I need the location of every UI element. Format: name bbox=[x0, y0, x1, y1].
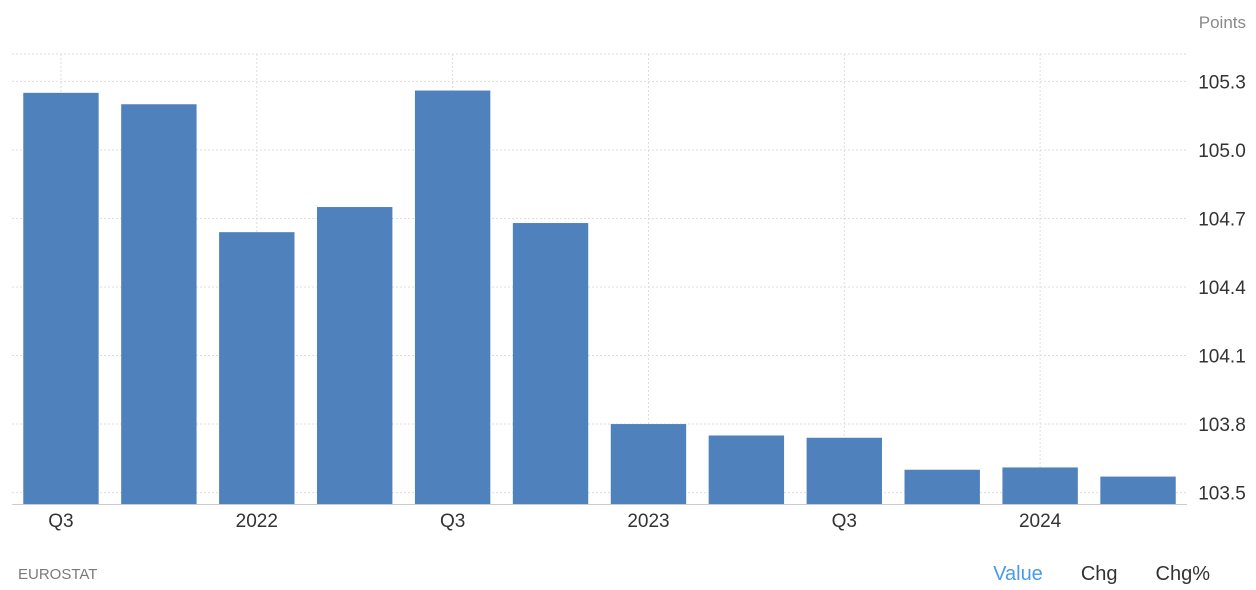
y-tick-label: 103.5 bbox=[1198, 484, 1246, 505]
bar bbox=[317, 207, 393, 504]
tab-chg-percent[interactable]: Chg% bbox=[1155, 563, 1210, 585]
y-tick-label: 105.0 bbox=[1198, 141, 1246, 162]
tab-chg[interactable]: Chg bbox=[1080, 563, 1118, 585]
bar bbox=[1100, 476, 1176, 504]
bar bbox=[1002, 467, 1078, 504]
bar bbox=[806, 437, 882, 504]
bar bbox=[512, 223, 589, 505]
x-tick-label: Q3 bbox=[832, 511, 857, 532]
bar bbox=[23, 92, 99, 504]
bar bbox=[610, 424, 687, 504]
bar bbox=[708, 435, 785, 504]
x-tick-label: 2023 bbox=[627, 511, 669, 532]
y-tick-label: 104.7 bbox=[1198, 209, 1246, 230]
y-axis-unit-label: Points bbox=[1198, 13, 1246, 32]
bar-chart: 103.5 103.8 104.1 104.4 104.7 105.0 105.3 Q3 202… bbox=[12, 53, 1246, 532]
x-tick-label: 2024 bbox=[1019, 511, 1062, 532]
y-tick-label: 104.4 bbox=[1198, 278, 1246, 299]
view-tabs: Value Chg Chg% bbox=[993, 563, 1210, 586]
x-tick-label: Q3 bbox=[440, 511, 465, 532]
y-tick-label: 104.1 bbox=[1198, 347, 1246, 368]
source-label: EUROSTAT bbox=[18, 566, 98, 583]
y-tick-label: 103.8 bbox=[1198, 415, 1246, 436]
x-tick-label: 2022 bbox=[236, 511, 278, 532]
bar bbox=[414, 90, 491, 505]
bar bbox=[219, 232, 295, 504]
y-tick-label: 105.3 bbox=[1198, 72, 1246, 93]
bar bbox=[904, 469, 980, 504]
bar bbox=[121, 104, 197, 504]
tab-value[interactable]: Value bbox=[993, 563, 1043, 585]
x-tick-label: Q3 bbox=[48, 511, 73, 532]
